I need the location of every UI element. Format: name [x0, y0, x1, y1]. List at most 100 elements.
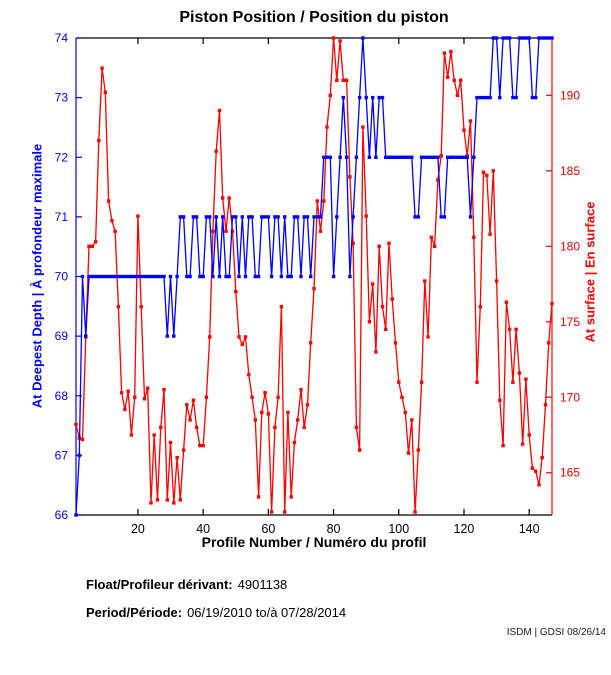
data-point-surface — [344, 78, 349, 82]
data-point-surface — [387, 241, 391, 245]
x-tick-label: 20 — [131, 522, 145, 536]
data-point-surface — [472, 235, 476, 239]
data-point-surface — [406, 451, 411, 455]
data-point-deepest-depth — [413, 215, 417, 219]
data-point-surface — [380, 305, 385, 309]
data-point-surface — [501, 443, 505, 448]
data-point-surface — [172, 501, 176, 505]
float-label: Float/Profileur dérivant: — [86, 577, 233, 592]
data-point-surface — [318, 229, 323, 233]
data-point-surface — [413, 510, 417, 514]
data-point-deepest-depth — [328, 155, 332, 159]
data-point-surface — [142, 397, 147, 401]
data-point-surface — [488, 232, 492, 236]
data-point-deepest-depth — [208, 215, 212, 219]
data-point-surface — [106, 199, 111, 203]
data-point-deepest-depth — [504, 36, 509, 40]
data-point-deepest-depth — [123, 274, 127, 279]
right-tick-label: 185 — [560, 164, 580, 178]
data-point-deepest-depth — [165, 334, 169, 338]
data-point-deepest-depth — [449, 155, 453, 159]
x-axis-label: Profile Number / Numéro du profil — [201, 534, 427, 550]
data-point-deepest-depth — [400, 155, 404, 159]
series-deepest-depth — [74, 36, 554, 517]
data-point-deepest-depth — [485, 95, 489, 100]
data-point-deepest-depth — [292, 215, 297, 219]
data-point-deepest-depth — [501, 36, 505, 40]
data-point-surface — [126, 389, 130, 393]
data-point-surface — [234, 289, 238, 294]
data-point-surface — [550, 302, 554, 306]
data-point-surface — [119, 391, 124, 395]
data-point-surface — [367, 320, 372, 324]
data-point-surface — [540, 455, 544, 460]
data-point-surface — [253, 418, 257, 422]
data-point-surface — [103, 90, 107, 94]
data-point-deepest-depth — [426, 155, 430, 159]
right-tick-label: 175 — [560, 315, 580, 329]
left-tick-label: 70 — [55, 270, 69, 284]
data-point-surface — [547, 341, 551, 345]
plot-area: 20 40 60 80 100 120 140 66 67 68 69 70 71 72 73 74 165 17… — [55, 31, 581, 536]
data-point-deepest-depth — [87, 274, 91, 279]
left-tick-label: 66 — [55, 508, 69, 522]
data-point-surface — [266, 412, 271, 416]
data-point-surface — [139, 305, 143, 309]
data-point-surface — [462, 128, 466, 132]
data-point-surface — [530, 466, 535, 470]
data-point-deepest-depth — [224, 274, 228, 279]
data-point-deepest-depth — [100, 274, 104, 279]
data-point-deepest-depth — [387, 155, 391, 159]
data-point-surface — [152, 433, 156, 437]
data-point-deepest-depth — [475, 95, 479, 100]
data-point-deepest-depth — [299, 274, 303, 279]
data-point-deepest-depth — [390, 155, 394, 159]
data-point-surface — [276, 395, 280, 399]
data-point-deepest-depth — [188, 274, 192, 279]
data-point-deepest-depth — [155, 274, 160, 279]
data-point-deepest-depth — [442, 215, 447, 219]
data-point-surface — [504, 300, 509, 304]
left-tick-label: 72 — [55, 150, 69, 164]
data-point-deepest-depth — [146, 274, 150, 279]
data-point-deepest-depth — [119, 274, 124, 279]
data-point-deepest-depth — [410, 155, 414, 159]
data-point-surface — [279, 305, 284, 309]
data-point-deepest-depth — [315, 215, 319, 219]
data-point-deepest-depth — [133, 274, 137, 279]
data-point-surface — [302, 425, 306, 430]
data-point-deepest-depth — [90, 274, 94, 279]
data-point-deepest-depth — [406, 155, 411, 159]
data-point-surface — [110, 218, 114, 223]
data-point-deepest-depth — [136, 274, 140, 279]
data-point-surface — [527, 433, 531, 437]
data-point-surface — [136, 214, 140, 218]
data-point-surface — [400, 395, 404, 399]
right-tick-label: 180 — [560, 239, 580, 253]
data-point-deepest-depth — [273, 215, 277, 219]
data-point-deepest-depth — [452, 155, 456, 159]
data-point-deepest-depth — [84, 334, 88, 338]
data-point-surface — [256, 495, 261, 499]
data-point-surface — [247, 372, 251, 377]
data-point-deepest-depth — [77, 453, 81, 458]
data-point-deepest-depth — [341, 95, 345, 100]
data-point-deepest-depth — [543, 36, 548, 40]
data-point-surface — [390, 297, 394, 301]
data-point-deepest-depth — [462, 155, 466, 159]
x-axis: 20 40 60 80 100 120 140 — [131, 38, 540, 536]
data-point-surface — [305, 403, 310, 407]
data-point-surface — [214, 149, 218, 153]
data-point-surface — [243, 335, 248, 339]
data-point-surface — [341, 78, 345, 82]
data-point-surface — [449, 49, 453, 54]
data-point-surface — [534, 469, 538, 473]
data-point-surface — [133, 395, 137, 399]
data-point-surface — [250, 395, 254, 399]
data-point-deepest-depth — [194, 215, 199, 219]
x-tick-label: 80 — [327, 522, 341, 536]
data-point-surface — [325, 125, 329, 129]
data-point-deepest-depth — [371, 95, 375, 100]
data-point-deepest-depth — [325, 155, 329, 159]
data-point-deepest-depth — [139, 274, 143, 279]
